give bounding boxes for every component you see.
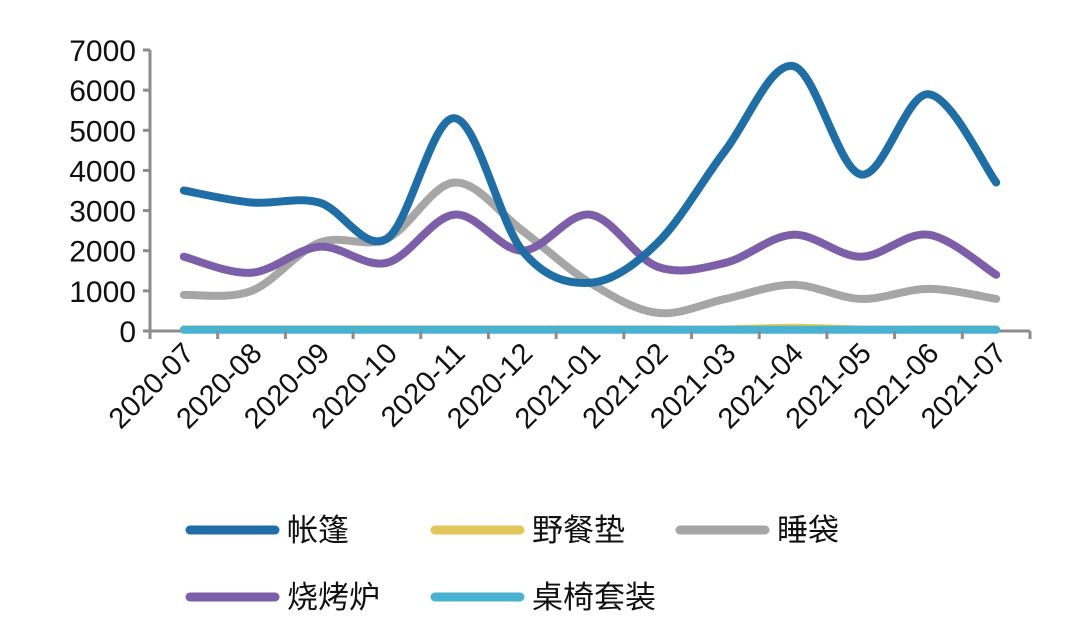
legend-label: 睡袋 [777,513,839,549]
y-axis-ticks: 0 1000 2000 3000 4000 5000 6000 7000 [69,35,150,349]
series-line-4 [179,210,1001,279]
legend-label: 帐篷 [287,513,349,549]
y-tick-label: 7000 [69,35,136,68]
legend-label: 烧烤炉 [287,580,380,616]
legend-label: 野餐垫 [532,513,625,549]
y-tick-label: 5000 [69,115,136,148]
y-tick-label: 2000 [69,236,136,269]
y-tick-label: 6000 [69,75,136,108]
series-line-1 [179,62,1001,287]
legend-label: 桌椅套装 [532,580,656,616]
series-layer [179,62,1001,334]
y-tick-label: 1000 [69,276,136,309]
y-tick-label: 4000 [69,155,136,188]
y-tick-label: 0 [119,316,136,349]
y-tick-label: 3000 [69,196,136,229]
axes [148,50,1030,333]
x-axis-ticks: 2020-072020-082020-092020-102020-112020-… [103,331,1032,435]
